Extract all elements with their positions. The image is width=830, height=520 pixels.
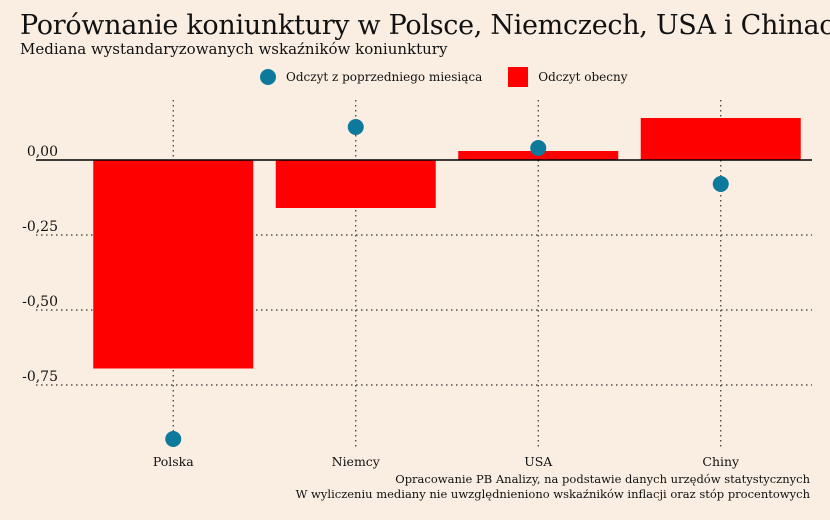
y-tick-label: -0,25 bbox=[22, 219, 58, 235]
chart-title: Porównanie koniunktury w Polsce, Niemcze… bbox=[20, 10, 830, 41]
bar-layer bbox=[93, 118, 801, 369]
dot-chiny bbox=[712, 176, 729, 192]
dot-niemcy bbox=[347, 119, 364, 135]
legend-item-current: Odczyt obecny bbox=[508, 67, 628, 87]
source-note: Opracowanie PB Analizy, na podstawie dan… bbox=[395, 472, 810, 486]
bar-chiny bbox=[640, 118, 801, 160]
legend-previous-marker bbox=[260, 69, 276, 85]
bar-polska bbox=[93, 160, 254, 369]
x-tick-label: Chiny bbox=[702, 454, 740, 469]
chart-subtitle: Mediana wystandaryzowanych wskaźników ko… bbox=[20, 40, 448, 58]
legend-item-previous: Odczyt z poprzedniego miesiąca bbox=[260, 69, 482, 85]
dot-layer bbox=[165, 119, 729, 447]
legend-current-swatch bbox=[508, 67, 529, 87]
legend-previous-label: Odczyt z poprzedniego miesiąca bbox=[286, 70, 483, 84]
bar-niemcy bbox=[275, 160, 436, 208]
chart-footer: Opracowanie PB Analizy, na podstawie dan… bbox=[296, 472, 810, 502]
x-tick-label: USA bbox=[524, 454, 553, 469]
y-tick-label: -0,50 bbox=[22, 294, 58, 310]
x-tick-label: Polska bbox=[153, 454, 194, 469]
methodology-note: W wyliczeniu mediany nie uwzględnieniono… bbox=[295, 487, 810, 501]
x-tick-label: Niemcy bbox=[332, 454, 381, 469]
grid-layer bbox=[36, 100, 812, 448]
dot-usa bbox=[530, 140, 547, 156]
tick-label-layer: 0,00 -0,25 -0,50 -0,75 Polska Niemcy USA Chiny bbox=[22, 144, 740, 469]
dot-polska bbox=[165, 431, 182, 447]
y-tick-label: -0,75 bbox=[22, 369, 58, 385]
legend: Odczyt z poprzedniego miesiąca Odczyt ob… bbox=[260, 66, 654, 88]
y-tick-label: 0,00 bbox=[27, 144, 58, 160]
legend-current-label: Odczyt obecny bbox=[538, 70, 628, 84]
